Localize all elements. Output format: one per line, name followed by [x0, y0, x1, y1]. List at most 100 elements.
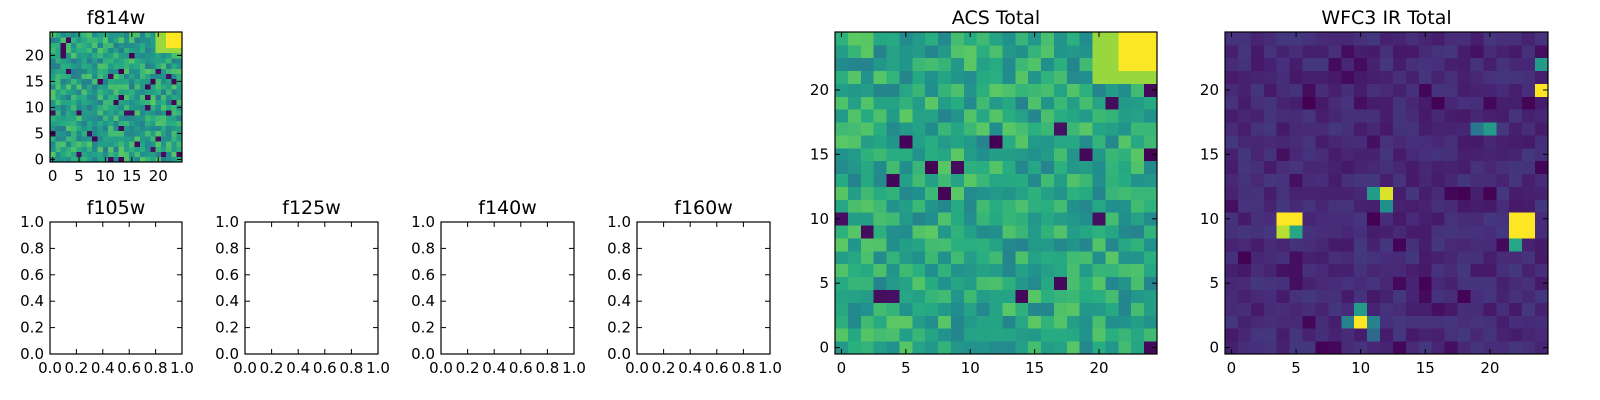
heatmap-cell [1118, 199, 1132, 213]
heatmap-cell [1028, 96, 1042, 110]
heatmap-cell [55, 84, 61, 90]
y-tick-label: 0.4 [20, 292, 44, 310]
heatmap-cell [860, 147, 875, 162]
heatmap-cell [1315, 32, 1329, 46]
heatmap-cell [899, 32, 913, 46]
heatmap-cell [176, 42, 183, 48]
heatmap-cell [145, 52, 151, 59]
heatmap-cell [134, 73, 141, 80]
heatmap-cell [873, 315, 887, 329]
heatmap-cell [1041, 122, 1055, 136]
heatmap-cell [160, 99, 167, 106]
heatmap-cell [1276, 173, 1290, 187]
heatmap-cell [1535, 250, 1549, 265]
heatmap-cell [976, 186, 990, 200]
heatmap-cell [1079, 109, 1093, 123]
heatmap-cell [1522, 83, 1536, 97]
heatmap-cell [925, 328, 939, 342]
heatmap-cell [60, 146, 67, 152]
heatmap-cell [129, 130, 135, 137]
y-tick-label: 0.4 [607, 292, 631, 310]
heatmap-cell [1302, 302, 1316, 316]
heatmap-cell [76, 94, 83, 100]
heatmap-cell [134, 52, 141, 59]
heatmap-cell [1367, 70, 1381, 84]
heatmap-cell [86, 151, 93, 158]
y-tick-label: 0 [1209, 339, 1219, 357]
heatmap-cell [60, 115, 67, 121]
heatmap-cell [60, 42, 67, 48]
heatmap-cell [1263, 289, 1278, 303]
heatmap-cell [1405, 263, 1420, 278]
heatmap-cell [835, 238, 849, 252]
heatmap-cell [1444, 122, 1458, 136]
heatmap-cell [1118, 147, 1132, 162]
x-tick-label: 0.8 [731, 359, 755, 377]
heatmap-cell [1302, 289, 1316, 303]
heatmap-cell [925, 44, 939, 59]
heatmap-cell [873, 225, 887, 239]
heatmap-cell [1079, 315, 1093, 329]
heatmap-cell [899, 160, 913, 175]
heatmap-cell [1509, 70, 1523, 84]
heatmap-cell [81, 73, 88, 80]
y-tick-label: 0.2 [215, 319, 239, 337]
heatmap-cell [171, 37, 178, 43]
heatmap-cell [1354, 341, 1368, 355]
heatmap-cell [113, 125, 120, 132]
heatmap-cell [938, 315, 952, 329]
heatmap-cell [1028, 263, 1042, 278]
heatmap-cell [912, 44, 926, 59]
y-tick-label: 0.4 [215, 292, 239, 310]
heatmap-cell [129, 37, 135, 43]
heatmap-cell [1263, 160, 1278, 175]
heatmap-cell [160, 47, 167, 54]
heatmap-cell [108, 68, 114, 74]
heatmap-cell [1380, 135, 1394, 149]
heatmap-cell [989, 238, 1003, 252]
heatmap-cell [129, 42, 135, 48]
heatmap-cell [938, 250, 952, 265]
heatmap-cell [1535, 160, 1549, 175]
x-tick-label: 0.0 [233, 359, 257, 377]
heatmap-cell [1367, 302, 1381, 316]
heatmap-cell [1289, 32, 1303, 46]
heatmap-cell [92, 125, 98, 132]
heatmap-cell [65, 63, 72, 69]
heatmap-cell [1444, 225, 1458, 239]
heatmap-cell [1105, 199, 1119, 213]
heatmap-cell [118, 94, 125, 100]
heatmap-cell [65, 104, 72, 111]
heatmap-cell [65, 156, 72, 163]
heatmap-cell [102, 84, 109, 90]
heatmap-cell [950, 289, 965, 303]
heatmap-cell [873, 135, 887, 149]
heatmap-cell [145, 58, 151, 64]
heatmap-cell [1535, 83, 1549, 97]
heatmap-cell [1092, 225, 1106, 239]
heatmap-cell [1028, 57, 1042, 72]
heatmap-cell [1118, 263, 1132, 278]
heatmap-cell [155, 99, 162, 106]
heatmap-cell [938, 173, 952, 187]
heatmap-cell [134, 99, 141, 106]
heatmap-cell [97, 130, 104, 137]
heatmap-cell [71, 130, 77, 137]
heatmap-cell [1053, 57, 1068, 72]
heatmap-cell [1328, 250, 1342, 265]
heatmap-cell [71, 32, 77, 38]
heatmap-cell [123, 63, 130, 69]
heatmap-cell [1431, 225, 1446, 239]
heatmap-cell [1354, 225, 1368, 239]
heatmap-cell [155, 68, 162, 74]
heatmap-cell [71, 146, 77, 152]
heatmap-cell [976, 212, 990, 226]
heatmap-cell [155, 63, 162, 69]
x-tick-label: 5 [901, 359, 911, 377]
heatmap-cell [1028, 315, 1042, 329]
heatmap-cell [113, 156, 120, 163]
heatmap-cell [113, 63, 120, 69]
heatmap-cell [835, 302, 849, 316]
heatmap-cell [1002, 109, 1016, 123]
heatmap-cell [1144, 122, 1158, 136]
